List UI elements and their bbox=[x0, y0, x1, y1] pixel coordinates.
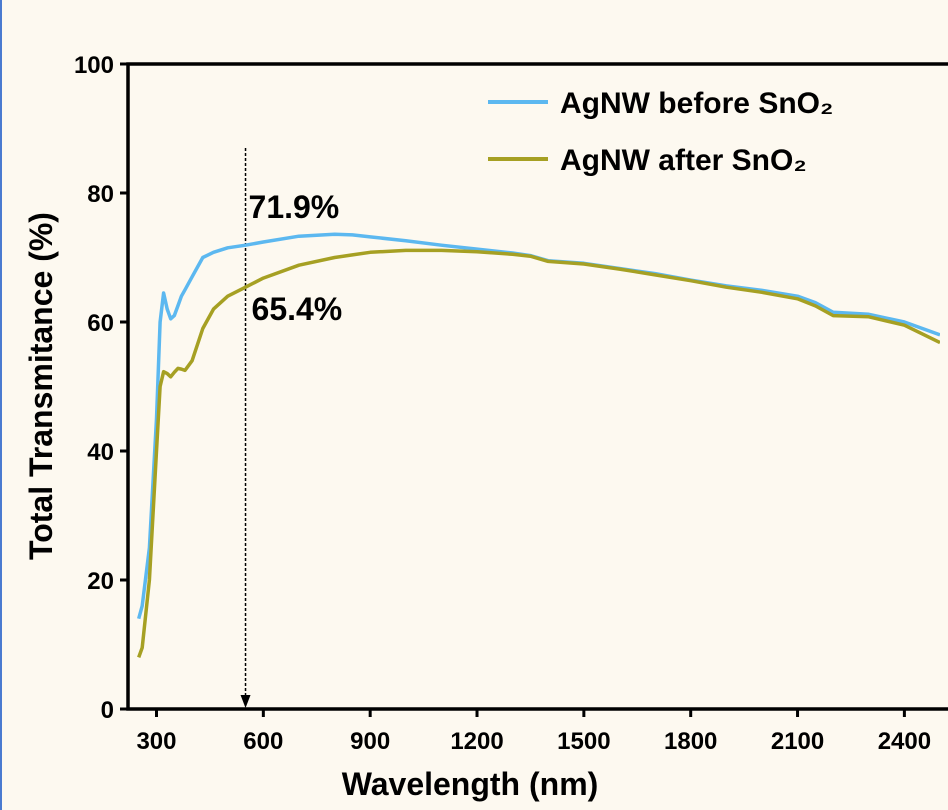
x-tick-label: 900 bbox=[350, 728, 390, 755]
y-tick-label: 40 bbox=[87, 439, 114, 466]
axes-frame bbox=[126, 62, 948, 711]
x-tick-label: 1800 bbox=[664, 728, 717, 755]
y-tick-label: 0 bbox=[101, 697, 114, 724]
x-tick-label: 1200 bbox=[450, 728, 503, 755]
series-line bbox=[137, 248, 940, 658]
arrow-head bbox=[240, 695, 251, 708]
legend-label: AgNW after SnO₂ bbox=[560, 144, 807, 177]
annotation: 71.9% bbox=[249, 189, 340, 225]
x-tick-label: 2100 bbox=[771, 728, 824, 755]
y-tick-label: 60 bbox=[87, 310, 114, 337]
x-tick-label: 2400 bbox=[878, 728, 931, 755]
y-axis-label: Total Transmitance (%) bbox=[23, 212, 59, 560]
legend-label: AgNW before SnO₂ bbox=[560, 87, 833, 120]
left-edge bbox=[0, 0, 2, 810]
x-tick-label: 600 bbox=[243, 728, 283, 755]
y-tick-label: 100 bbox=[74, 52, 114, 79]
annotation: 65.4% bbox=[252, 291, 343, 327]
x-tick-label: 1500 bbox=[557, 728, 610, 755]
x-tick-label: 300 bbox=[136, 728, 176, 755]
y-tick-label: 80 bbox=[87, 181, 114, 208]
y-tick-label: 20 bbox=[87, 568, 114, 595]
x-axis-label: Wavelength (nm) bbox=[342, 766, 599, 802]
